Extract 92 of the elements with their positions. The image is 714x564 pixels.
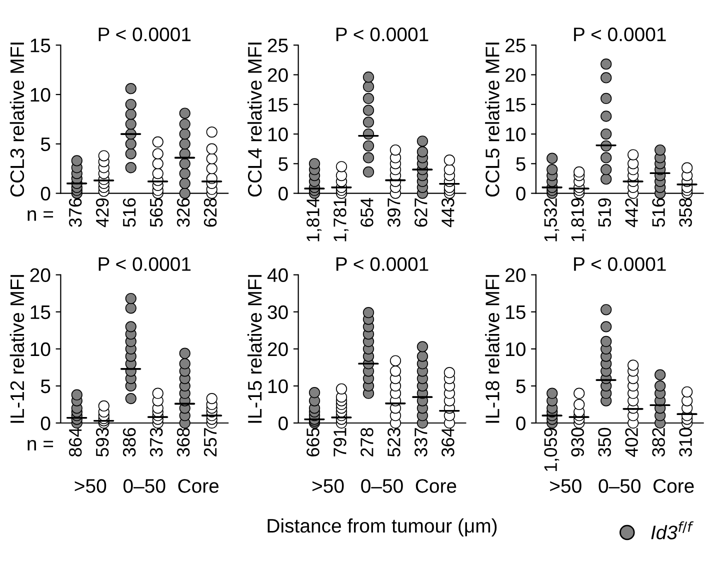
x-tick-label: 402: [625, 428, 638, 457]
y-tick-label: 15: [506, 306, 526, 320]
y-tick-label: 10: [506, 342, 526, 356]
x-tick-label: 364: [442, 428, 454, 457]
x-tick-label: 627: [414, 198, 428, 227]
x-tick-label: 368: [176, 428, 190, 457]
y-tick-label: 5: [40, 380, 50, 394]
y-axis-title: IL-15 relative MFI: [247, 275, 262, 423]
x-tick-label: 864: [68, 428, 82, 457]
x-tick-label: 337: [414, 428, 428, 457]
y-tick-label: 15: [30, 306, 50, 320]
x-tick-label: 791: [334, 428, 346, 456]
x-tick-label: 1,814: [306, 198, 322, 242]
y-tick-label: 25: [268, 38, 288, 52]
x-tick-label: 278: [360, 428, 374, 456]
y-axis-title: CCL3 relative MFI: [10, 42, 24, 197]
y-tick-label: 0: [278, 416, 288, 430]
text: >50: [74, 479, 106, 493]
x-tick-label: 376: [68, 198, 82, 227]
text: P < 0.0001: [574, 28, 666, 42]
y-tick-label: 20: [268, 68, 288, 82]
text: n =: [28, 440, 54, 450]
x-tick-label: 1,781: [334, 198, 348, 242]
x-tick-label: 665: [306, 428, 320, 456]
x-tick-label: 1,059: [544, 428, 560, 471]
x-tick-label: 1,819: [571, 198, 586, 242]
text: P < 0.0001: [336, 28, 428, 42]
x-tick-label: 516: [122, 198, 136, 227]
y-axis-title: CCL4 relative MFI: [247, 42, 262, 197]
text: Core: [178, 479, 219, 493]
y-axis-title: IL-12 relative MFI: [10, 275, 24, 423]
text: 0–50: [123, 479, 166, 493]
y-tick-label: 15: [30, 38, 50, 52]
x-tick-label: 429: [96, 198, 109, 228]
y-tick-label: 0: [516, 186, 526, 201]
y-axis-title: CCL5 relative MFI: [485, 42, 500, 197]
x-tick-label: 257: [204, 428, 217, 456]
text: 0–50: [361, 479, 403, 493]
x-tick-label: 523: [388, 428, 400, 457]
y-tick-label: 30: [268, 305, 288, 320]
text: 0–50: [598, 479, 640, 493]
x-tick-label: 1,532: [544, 198, 560, 242]
x-tick-label: 386: [122, 428, 136, 457]
text: P < 0.0001: [574, 257, 666, 271]
text: Core: [654, 479, 694, 493]
x-tick-label: 930: [571, 428, 584, 456]
y-tick-label: 20: [506, 68, 526, 82]
y-tick-label: 0: [40, 186, 50, 201]
y-axis-title: IL-18 relative MFI: [485, 275, 500, 423]
x-tick-label: 443: [442, 198, 454, 228]
y-tick-label: 20: [30, 268, 50, 282]
text: P < 0.0001: [98, 257, 191, 271]
x-tick-label: 326: [176, 198, 190, 227]
y-tick-label: 40: [267, 268, 288, 282]
y-tick-label: 5: [40, 138, 50, 152]
x-tick-label: 358: [679, 198, 692, 227]
y-tick-label: 0: [40, 416, 50, 430]
x-tick-label: 593: [96, 428, 109, 457]
x-tick-label: 654: [360, 198, 374, 227]
text: P < 0.0001: [98, 28, 191, 42]
x-tick-label: 397: [388, 198, 400, 227]
y-tick-label: 20: [268, 342, 288, 356]
y-tick-label: 15: [268, 98, 288, 112]
legend-label: Id3$^{f/f}$: [651, 521, 694, 540]
x-tick-label: 565: [150, 198, 163, 227]
x-tick-label: 373: [150, 428, 163, 457]
y-tick-label: 25: [506, 38, 526, 52]
y-tick-label: 10: [30, 88, 50, 102]
x-tick-label: 382: [652, 428, 665, 457]
text: P < 0.0001: [336, 257, 428, 271]
x-tick-label: 350: [598, 428, 611, 457]
y-tick-label: 20: [506, 268, 526, 282]
y-tick-label: 0: [278, 186, 288, 201]
y-tick-label: 10: [268, 379, 288, 394]
x-tick-label: 519: [598, 198, 611, 227]
y-tick-label: 5: [278, 157, 288, 171]
y-tick-label: 0: [516, 416, 526, 430]
y-tick-label: 10: [268, 128, 288, 142]
x-tick-label: 516: [652, 198, 665, 227]
text: n =: [28, 210, 54, 221]
y-tick-label: 10: [506, 128, 526, 142]
text: Core: [416, 479, 456, 493]
x-tick-label: 442: [625, 198, 638, 228]
x-axis-title: Distance from tumour (μm): [268, 518, 497, 537]
y-tick-label: 10: [30, 342, 50, 356]
x-tick-label: 628: [204, 198, 217, 227]
y-tick-label: 5: [516, 380, 526, 394]
x-tick-label: 310: [679, 428, 692, 457]
text: >50: [312, 479, 344, 493]
y-tick-label: 5: [516, 157, 526, 171]
y-tick-label: 15: [506, 98, 526, 112]
text: >50: [550, 479, 582, 493]
